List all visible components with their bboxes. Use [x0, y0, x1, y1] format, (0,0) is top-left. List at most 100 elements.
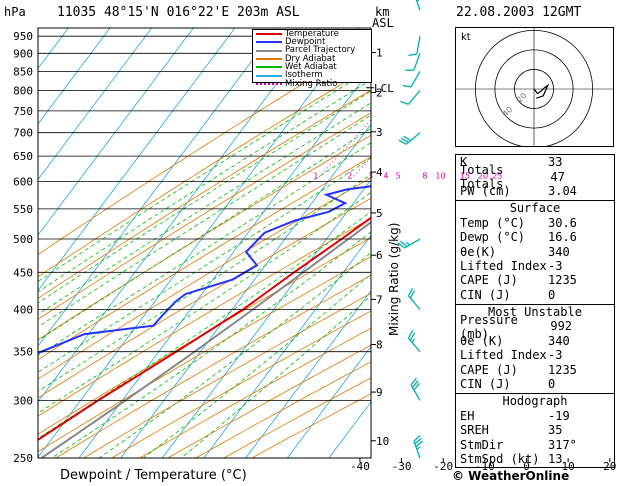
- wet-adiabat-line: [51, 231, 371, 458]
- stat-row: Totals Totals 47: [456, 163, 614, 191]
- temp-tick-label: 0: [523, 460, 530, 473]
- temp-tick-label: -40: [350, 460, 370, 473]
- legend-item: Mixing Ratio: [253, 80, 371, 88]
- wind-barb: [407, 287, 421, 310]
- isotherm-line: [161, 179, 371, 458]
- stat-label: Dewp (°C): [460, 230, 526, 245]
- legend-swatch: [256, 33, 282, 36]
- hodograph: kt 20 40: [455, 27, 614, 149]
- isotherm-line: [38, 28, 152, 181]
- stat-value: 13: [548, 452, 563, 466]
- copyright: © WeatherOnline: [452, 469, 570, 483]
- stat-row: SREH 35: [456, 423, 614, 437]
- most-unstable-block: Pressure (mb) 992 θe (K) 340 Lifted Index -3 C…: [456, 313, 614, 392]
- temp-tick-label: -30: [392, 460, 412, 473]
- dry-adiabat-line: [139, 327, 371, 458]
- stat-row: CIN (J) 0: [456, 288, 614, 302]
- stat-row: K 33: [456, 155, 614, 169]
- stat-value: 317°: [548, 437, 577, 452]
- mixing-ratio-label: 8: [422, 171, 427, 180]
- legend-swatch: [256, 82, 282, 85]
- wet-adiabat-line: [38, 127, 371, 341]
- stat-value: 1235: [548, 273, 577, 288]
- legend-label: Mixing Ratio: [285, 78, 338, 89]
- hodograph-stats-block: EH -19 SREH 35 StmDir 317° StmSpd (kt) 13: [456, 409, 614, 467]
- pressure-tick-label: 450: [13, 266, 33, 279]
- legend-label: Isotherm: [285, 70, 323, 81]
- isotherm-line: [38, 28, 194, 236]
- dry-adiabat-line: [55, 274, 371, 458]
- isotherm-line: [38, 28, 236, 292]
- stat-row: Dewp (°C) 16.6: [456, 230, 614, 244]
- km-tick-label: 8: [376, 339, 383, 352]
- dry-adiabat-line: [111, 310, 371, 458]
- stat-row: Temp (°C) 30.6: [456, 216, 614, 230]
- stat-value: 3.04: [548, 183, 577, 198]
- dry-adiabat-line: [38, 156, 371, 361]
- pressure-tick-label: 900: [13, 47, 33, 60]
- hodograph-unit-label: kt: [461, 32, 471, 43]
- parcel-trajectory-line: [41, 221, 371, 458]
- stat-value: 16.6: [548, 230, 577, 245]
- temp-tick-label: 10: [562, 460, 575, 473]
- stat-row: StmDir 317°: [456, 437, 614, 452]
- isotherm-line: [245, 290, 371, 458]
- wind-barb: [400, 90, 421, 105]
- stat-row: θe(K) 340: [456, 244, 614, 259]
- wind-barb: [413, 435, 423, 459]
- stat-value: 47: [550, 169, 565, 184]
- dry-adiabat-line: [38, 112, 371, 320]
- stat-label: Totals Totals: [460, 162, 504, 191]
- stat-label: θe(K): [460, 244, 497, 259]
- hodograph-ring-label: 20: [515, 91, 529, 105]
- stat-label: CAPE (J): [460, 273, 518, 288]
- stat-label: CAPE (J): [460, 362, 518, 377]
- km-tick-label: 9: [376, 386, 383, 399]
- mixing-ratio-label: 4: [383, 171, 388, 180]
- km-label: km: [375, 5, 390, 19]
- legend-label: Dewpoint: [285, 37, 326, 48]
- isotherm-line: [38, 28, 111, 125]
- stats-panel: K 33 Totals Totals 47 PW (cm) 3.04 Surface Te…: [455, 154, 615, 468]
- legend-item: Temperature: [253, 30, 371, 38]
- stat-value: 0: [548, 287, 556, 302]
- pressure-tick-label: 550: [13, 203, 33, 216]
- stat-value: 1235: [548, 362, 577, 377]
- legend-swatch: [256, 41, 282, 44]
- legend-item: Parcel Trajectory: [253, 46, 371, 55]
- mixing-ratio-label: 20: [478, 171, 488, 180]
- isotherm-line: [203, 234, 371, 458]
- stat-row: θe (K) 340: [456, 334, 614, 348]
- km-tick-label: 3: [376, 126, 383, 139]
- legend-label: Wet Adiabat: [285, 62, 337, 73]
- stat-row: CAPE (J) 1235: [456, 273, 614, 287]
- pressure-tick-label: 350: [13, 346, 33, 359]
- mixing-ratio-label: 1: [313, 171, 318, 180]
- pressure-tick-label: 800: [13, 85, 33, 98]
- legend-label: Temperature: [285, 28, 339, 39]
- dry-adiabat-line: [38, 65, 371, 278]
- dry-adiabat-line: [83, 292, 371, 458]
- lcl-label: LCL: [374, 82, 394, 95]
- station-header: 11035 48°15'N 016°22'E 203m ASL: [57, 5, 300, 20]
- pressure-tick-label: 700: [13, 127, 33, 140]
- plot-frame: [37, 27, 372, 459]
- dry-adiabat-line: [38, 197, 371, 399]
- dewpoint-line: [38, 185, 371, 355]
- temp-tick-label: -20: [433, 460, 453, 473]
- pressure-tick-label: 500: [13, 233, 33, 246]
- asl-label: ASL: [372, 16, 394, 30]
- hodograph-ring-label: 40: [501, 105, 515, 119]
- stat-value: 30.6: [548, 215, 577, 230]
- km-tick-label: 4: [376, 166, 383, 179]
- stat-label: Pressure (mb): [460, 312, 518, 341]
- stat-value: 340: [548, 244, 570, 259]
- wet-adiabat-line: [38, 157, 371, 373]
- mixing-ratio-label: 10: [435, 171, 445, 180]
- stat-label: Lifted Index: [460, 258, 547, 273]
- wind-barb: [398, 132, 421, 145]
- stat-value: -19: [548, 408, 570, 423]
- x-axis-title: Dewpoint / Temperature (°C): [60, 468, 247, 483]
- plot-area: [38, 28, 371, 458]
- date-header: 22.08.2003 12GMT: [456, 5, 582, 20]
